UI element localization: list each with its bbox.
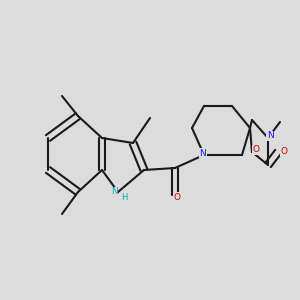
Text: N: N xyxy=(111,188,117,196)
Text: O: O xyxy=(253,146,260,154)
Text: H: H xyxy=(121,194,127,202)
Text: O: O xyxy=(280,148,287,157)
Text: O: O xyxy=(173,193,181,202)
Text: N: N xyxy=(267,131,273,140)
Text: N: N xyxy=(200,148,206,158)
